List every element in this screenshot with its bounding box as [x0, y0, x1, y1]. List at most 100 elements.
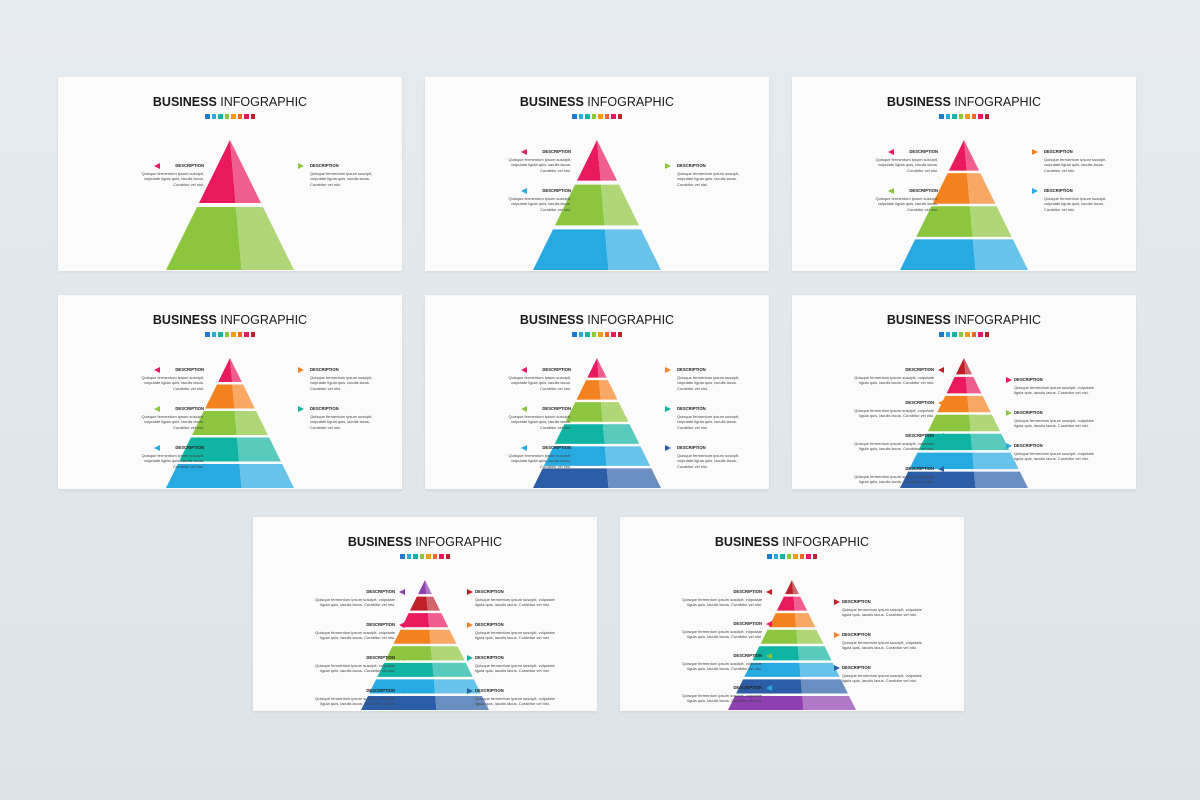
description-right-4: DESCRIPTION Quisque fermentum ipsum susci…: [475, 688, 593, 707]
triangle-marker-icon: [521, 366, 527, 373]
color-swatches: [792, 114, 1136, 119]
slide-title: BUSINESS INFOGRAPHIC: [792, 313, 1136, 327]
description-heading: DESCRIPTION: [175, 163, 204, 168]
color-swatch: [244, 332, 249, 337]
triangle-marker-icon: [834, 598, 840, 605]
description-heading: DESCRIPTION: [366, 622, 395, 627]
description-heading: DESCRIPTION: [310, 367, 339, 372]
description-text: Quisque fermentum ipsum suscipit, vulput…: [475, 695, 555, 701]
pyramid-level-4: [927, 414, 971, 432]
description-heading: DESCRIPTION: [677, 367, 706, 372]
color-swatches: [58, 114, 402, 119]
pyramid-level-5-shade: [239, 464, 294, 488]
description-text: Curabitur vel nisi.: [540, 424, 571, 430]
description-text: Quisque fermentum ipsum suscipit,: [1044, 156, 1107, 162]
description-heading: DESCRIPTION: [677, 445, 706, 450]
pyramid-level-2-shade: [966, 173, 996, 204]
description-text: Curabitur vel nisi.: [173, 463, 204, 469]
slide-title: BUSINESS INFOGRAPHIC: [620, 535, 964, 549]
triangle-marker-icon: [938, 366, 944, 373]
description-left-3: DESCRIPTION Quisque fermentum ipsum susci…: [816, 433, 934, 452]
triangle-marker-icon: [298, 366, 304, 373]
color-swatch: [419, 554, 424, 559]
description-right-1: DESCRIPTION Quisque fermentum ipsum susci…: [475, 589, 593, 608]
color-swatch: [413, 554, 418, 559]
triangle-marker-icon: [399, 621, 405, 628]
color-swatch: [799, 554, 804, 559]
description-left-3: DESCRIPTION Quisque fermentum ipsum susci…: [86, 445, 204, 469]
description-left-1: DESCRIPTION Quisque fermentum ipsum susci…: [277, 589, 395, 608]
description-heading: DESCRIPTION: [842, 665, 871, 670]
pyramid-level-2-shade: [232, 384, 255, 409]
color-swatch: [945, 114, 950, 119]
pyramid-level-5: [918, 433, 973, 451]
slide-5[interactable]: BUSINESS INFOGRAPHIC DESCRIPTION Quisque f…: [425, 295, 769, 489]
color-swatches: [425, 114, 769, 119]
description-text: vulputate ligula quis, iaculis lacus.: [677, 380, 738, 386]
triangle-marker-icon: [154, 162, 160, 169]
description-text: Curabitur vel nisi.: [310, 424, 341, 430]
description-text: ligula quis, iaculis lacus. Curabitur ve…: [859, 413, 934, 419]
color-swatch: [591, 332, 596, 337]
description-heading: DESCRIPTION: [905, 433, 934, 438]
description-text: Quisque fermentum ipsum suscipit, vulput…: [682, 692, 762, 698]
pyramid-level-1: [576, 140, 601, 181]
description-heading: DESCRIPTION: [175, 367, 204, 372]
description-text: Quisque fermentum ipsum suscipit,: [508, 452, 571, 458]
description-text: Quisque fermentum ipsum suscipit, vulput…: [842, 606, 922, 612]
color-swatch: [939, 114, 944, 119]
pyramid-level-2: [166, 207, 242, 270]
pyramid-level-3-shade: [604, 229, 661, 270]
description-left-2: DESCRIPTION Quisque fermentum ipsum susci…: [453, 188, 571, 212]
color-swatch: [439, 554, 444, 559]
slide-6[interactable]: BUSINESS INFOGRAPHIC DESCRIPTION Quisque f…: [792, 295, 1136, 489]
color-swatch: [793, 554, 798, 559]
description-heading: DESCRIPTION: [542, 367, 571, 372]
triangle-marker-icon: [665, 366, 671, 373]
pyramid-level-3: [916, 206, 973, 237]
triangle-marker-icon: [154, 405, 160, 412]
color-swatch: [224, 332, 229, 337]
pyramid-level-7-shade: [974, 471, 1028, 488]
pyramid-level-2: [554, 184, 605, 226]
pyramid-level-5: [166, 464, 242, 488]
color-swatch: [205, 114, 210, 119]
description-text: vulputate ligula quis, iaculis lacus.: [510, 419, 571, 425]
description-text: Curabitur vel nisi.: [677, 424, 708, 430]
slide-2[interactable]: BUSINESS INFOGRAPHIC DESCRIPTION Quisque f…: [425, 77, 769, 271]
description-text: Quisque fermentum ipsum suscipit,: [508, 195, 571, 201]
description-text: Quisque fermentum ipsum suscipit,: [508, 156, 571, 162]
description-text: Quisque fermentum ipsum suscipit,: [875, 156, 938, 162]
description-left-2: DESCRIPTION Quisque fermentum ipsum susci…: [644, 621, 762, 640]
pyramid-level-1: [587, 358, 599, 378]
slide-3[interactable]: BUSINESS INFOGRAPHIC DESCRIPTION Quisque f…: [792, 77, 1136, 271]
slide-1[interactable]: BUSINESS INFOGRAPHIC DESCRIPTION Quisque f…: [58, 77, 402, 271]
description-right-1: DESCRIPTION Quisque fermentum ipsum susci…: [1044, 149, 1136, 173]
slide-8[interactable]: BUSINESS INFOGRAPHIC DESCRIPTION Quisque f…: [620, 517, 964, 711]
pyramid-level-8-shade: [435, 695, 489, 710]
color-swatch: [250, 114, 255, 119]
color-swatch: [984, 114, 989, 119]
description-text: Curabitur vel nisi.: [540, 206, 571, 212]
description-text: Quisque fermentum ipsum suscipit, vulput…: [475, 629, 555, 635]
description-text: Quisque fermentum ipsum suscipit, vulput…: [315, 695, 395, 701]
pyramid-level-4: [179, 437, 240, 462]
triangle-marker-icon: [766, 652, 772, 659]
description-heading: DESCRIPTION: [475, 622, 504, 627]
slide-7[interactable]: BUSINESS INFOGRAPHIC DESCRIPTION Quisque f…: [253, 517, 597, 711]
description-heading: DESCRIPTION: [733, 621, 762, 626]
slide-4[interactable]: BUSINESS INFOGRAPHIC DESCRIPTION Quisque f…: [58, 295, 402, 489]
title-light: INFOGRAPHIC: [950, 313, 1042, 327]
pyramid-level-7: [900, 471, 976, 488]
color-swatch: [205, 332, 210, 337]
triangle-marker-icon: [467, 588, 473, 595]
description-text: Curabitur vel nisi.: [677, 463, 708, 469]
pyramid-level-5-shade: [970, 433, 1010, 451]
description-text: Curabitur vel nisi.: [540, 463, 571, 469]
triangle-marker-icon: [766, 588, 772, 595]
description-text: ligula quis, iaculis lacus. Curabitur ve…: [687, 634, 762, 640]
pyramid-level-1-shade: [597, 140, 618, 181]
triangle-marker-icon: [399, 687, 405, 694]
triangle-marker-icon: [665, 162, 671, 169]
triangle-marker-icon: [888, 187, 894, 194]
